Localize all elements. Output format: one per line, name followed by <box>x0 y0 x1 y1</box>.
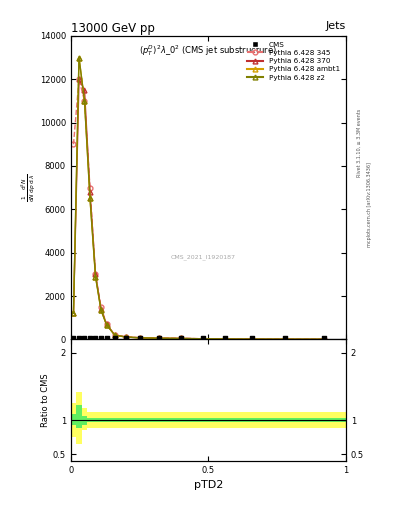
Text: $(p_T^D)^2\lambda\_0^2$ (CMS jet substructure): $(p_T^D)^2\lambda\_0^2$ (CMS jet substru… <box>140 44 277 58</box>
Point <box>92 334 99 342</box>
Point <box>98 334 104 342</box>
Point <box>136 334 143 342</box>
Point <box>70 334 77 342</box>
Point <box>249 334 255 342</box>
Text: Rivet 3.1.10, ≥ 3.3M events: Rivet 3.1.10, ≥ 3.3M events <box>357 109 362 178</box>
Text: CMS_2021_I1920187: CMS_2021_I1920187 <box>170 254 235 260</box>
Y-axis label: Ratio to CMS: Ratio to CMS <box>41 373 50 427</box>
Point <box>321 334 327 342</box>
Text: mcplots.cern.ch [arXiv:1306.3436]: mcplots.cern.ch [arXiv:1306.3436] <box>367 162 372 247</box>
Point <box>200 334 206 342</box>
Y-axis label: $\frac{1}{\mathrm{d}N}\frac{\mathrm{d}^2N}{\mathrm{d}\,p\,\mathrm{d}\,\lambda}$: $\frac{1}{\mathrm{d}N}\frac{\mathrm{d}^2… <box>19 173 37 202</box>
Point <box>103 334 110 342</box>
Legend: CMS, Pythia 6.428 345, Pythia 6.428 370, Pythia 6.428 ambt1, Pythia 6.428 z2: CMS, Pythia 6.428 345, Pythia 6.428 370,… <box>245 39 342 83</box>
Point <box>282 334 288 342</box>
Point <box>123 334 129 342</box>
Text: 13000 GeV pp: 13000 GeV pp <box>71 22 154 35</box>
X-axis label: pTD2: pTD2 <box>194 480 223 490</box>
Point <box>81 334 88 342</box>
Point <box>112 334 118 342</box>
Point <box>76 334 82 342</box>
Point <box>178 334 184 342</box>
Point <box>222 334 228 342</box>
Text: Jets: Jets <box>325 22 346 31</box>
Point <box>87 334 93 342</box>
Point <box>156 334 162 342</box>
